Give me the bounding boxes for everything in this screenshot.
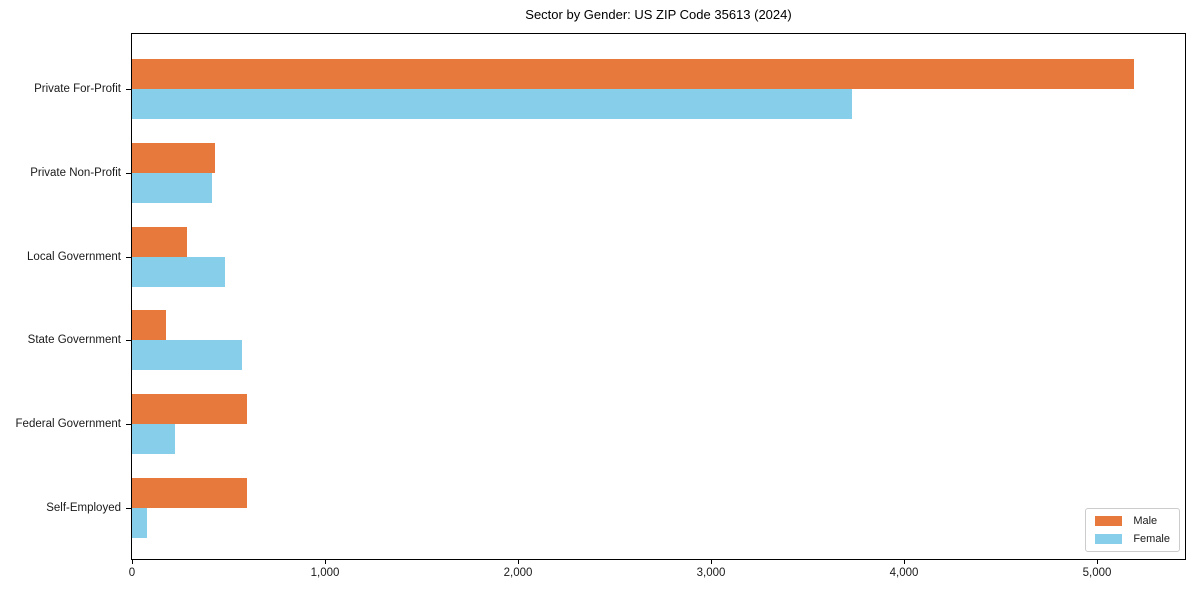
y-tick-label-private-non-profit: Private Non-Profit (30, 166, 121, 179)
x-tick-label: 1,000 (310, 567, 340, 579)
bar-male-private-non-profit (132, 142, 215, 173)
legend-label-female: Female (1133, 533, 1170, 545)
bar-female-private-non-profit (132, 172, 212, 203)
bar-female-local-government (132, 256, 225, 287)
plot-area: Male Female (131, 33, 1186, 560)
x-tick-mark (325, 560, 326, 564)
y-tick-label-local-government: Local Government (27, 250, 121, 263)
x-tick-label: 3,000 (696, 567, 726, 579)
bar-female-federal-government (132, 424, 175, 455)
bar-female-private-for-profit (132, 89, 852, 119)
legend-swatch-female (1095, 534, 1123, 544)
x-tick-mark (518, 560, 519, 564)
bar-female-state-government (132, 340, 242, 371)
bar-male-federal-government (132, 394, 247, 425)
x-tick-label: 2,000 (503, 567, 533, 579)
bar-male-state-government (132, 310, 166, 341)
x-tick-label: 0 (128, 567, 136, 579)
y-tick-mark (126, 424, 131, 426)
y-tick-mark (126, 508, 131, 509)
bar-male-local-government (132, 226, 187, 257)
y-tick-label-private-for-profit: Private For-Profit (34, 83, 121, 95)
chart-title: Sector by Gender: US ZIP Code 35613 (202… (525, 7, 792, 22)
x-tick-mark (132, 560, 133, 564)
y-tick-mark (126, 256, 131, 258)
legend: Male Female (1085, 508, 1180, 552)
legend-label-male: Male (1133, 515, 1158, 527)
y-tick-label-self-employed: Self-Employed (46, 502, 121, 514)
y-tick-label-state-government: State Government (27, 334, 121, 347)
legend-swatch-male (1095, 516, 1123, 526)
y-tick-label-federal-government: Federal Government (15, 418, 121, 431)
x-tick-label: 5,000 (1082, 567, 1112, 579)
bar-female-self-employed (132, 508, 147, 538)
x-tick-label: 4,000 (889, 567, 919, 579)
y-tick-mark (126, 340, 131, 342)
y-tick-mark (126, 89, 131, 90)
legend-entry-male: Male (1095, 515, 1170, 527)
x-tick-mark (711, 560, 712, 564)
x-tick-mark (1097, 560, 1098, 564)
bar-male-private-for-profit (132, 59, 1134, 89)
bar-male-self-employed (132, 478, 247, 508)
x-tick-mark (904, 560, 905, 564)
y-tick-mark (126, 172, 131, 174)
legend-entry-female: Female (1095, 533, 1170, 545)
